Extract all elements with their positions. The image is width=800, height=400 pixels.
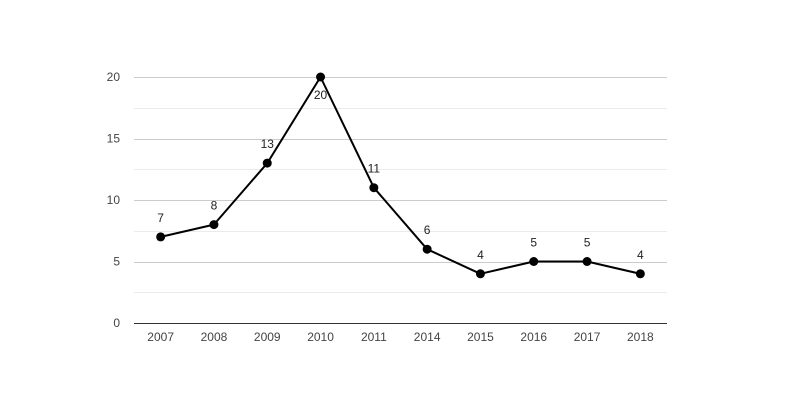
data-point[interactable] [262,158,272,168]
x-tick-labels: 2007 2008 2009 2010 2011 2014 2015 2016 2017 2018 [147,330,654,344]
data-point[interactable] [582,257,592,266]
data-label: 4 [477,248,484,262]
grid [134,77,667,293]
data-point[interactable] [422,244,432,254]
data-label: 13 [261,137,275,151]
y-tick-label: 5 [113,255,120,269]
data-point[interactable] [475,269,485,279]
series-line [160,76,641,275]
x-tick-label: 2010 [307,330,334,344]
data-point[interactable] [529,257,539,266]
data-label: 5 [584,236,591,250]
data-label: 6 [424,223,431,237]
data-label: 7 [157,211,164,225]
data-point[interactable] [316,72,326,82]
data-label: 5 [530,236,537,250]
y-tick-labels: 0 5 10 15 20 [107,70,121,330]
data-point[interactable] [156,232,166,242]
x-tick-label: 2015 [467,330,494,344]
data-label: 20 [314,88,328,102]
data-point[interactable] [635,269,645,279]
data-labels: 7 8 13 20 11 6 4 5 5 4 [157,88,644,262]
y-tick-label: 10 [107,193,121,207]
x-tick-label: 2018 [627,330,654,344]
data-point[interactable] [369,183,379,193]
series [156,72,645,279]
x-tick-label: 2017 [574,330,601,344]
x-tick-label: 2016 [520,330,547,344]
y-tick-label: 20 [107,70,121,84]
x-tick-label: 2014 [414,330,441,344]
x-tick-label: 2011 [361,330,387,344]
x-tick-label: 2007 [147,330,174,344]
data-point[interactable] [209,220,219,230]
y-tick-label: 15 [107,132,121,146]
x-tick-label: 2009 [254,330,281,344]
data-label: 8 [211,199,218,213]
y-tick-label: 0 [113,316,120,330]
data-label: 11 [368,162,381,176]
data-label: 4 [637,248,644,262]
x-tick-label: 2008 [201,330,228,344]
